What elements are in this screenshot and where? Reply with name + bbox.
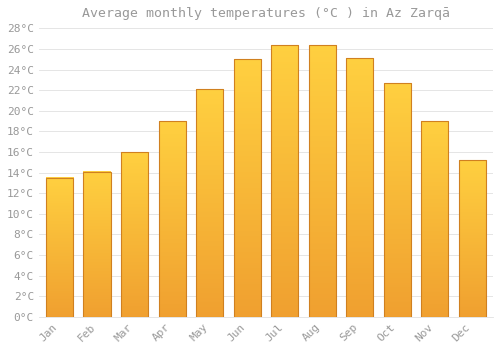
Bar bbox=[84, 172, 110, 317]
Bar bbox=[234, 59, 260, 317]
Bar bbox=[384, 83, 411, 317]
Bar bbox=[346, 58, 374, 317]
Bar bbox=[271, 45, 298, 317]
Bar bbox=[308, 45, 336, 317]
Bar bbox=[459, 160, 486, 317]
Bar bbox=[422, 121, 448, 317]
Bar bbox=[121, 152, 148, 317]
Bar bbox=[196, 89, 223, 317]
Bar bbox=[46, 178, 73, 317]
Title: Average monthly temperatures (°C ) in Az Zarqā: Average monthly temperatures (°C ) in Az… bbox=[82, 7, 450, 20]
Bar bbox=[158, 121, 186, 317]
